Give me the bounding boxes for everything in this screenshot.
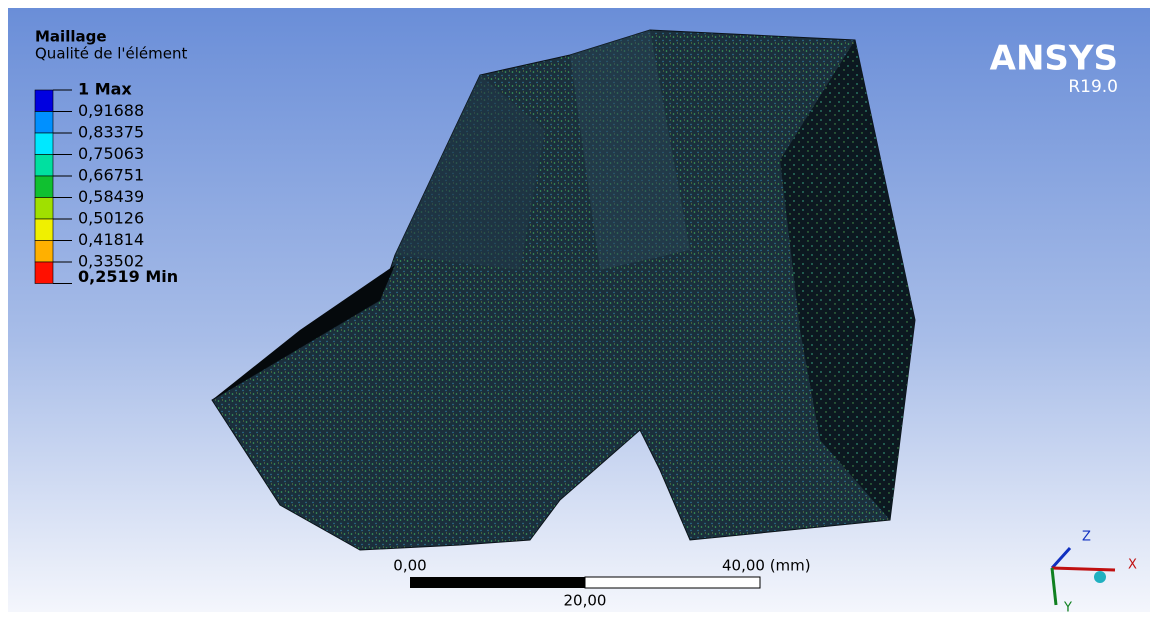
x-label: X [1128,558,1137,573]
legend-label: 0,75063 [78,144,144,163]
legend-swatch [35,155,53,177]
legend-label: 1 Max [78,80,132,99]
scale-segment [410,577,585,588]
y-label: Y [1063,601,1072,616]
x-axis [1052,568,1115,570]
legend-swatch [35,90,53,112]
title: Maillage [35,28,107,46]
legend-label: 0,58439 [78,187,144,206]
legend-swatch [35,176,53,198]
legend-swatch [35,198,53,220]
viewport: Maillage Qualité de l'élément 1 Max 0,916… [0,0,1158,617]
legend-swatch [35,219,53,241]
scale-segment [585,577,760,588]
legend-label: 0,41814 [78,230,144,249]
legend-label: 0,83375 [78,123,144,142]
triad-ball [1094,571,1106,583]
subtitle: Qualité de l'élément [35,45,187,63]
scale-label: 20,00 [564,592,607,610]
logo: ANSYS [990,39,1118,79]
legend-label: 0,50126 [78,209,144,228]
z-label: Z [1082,530,1091,545]
legend-label: 0,2519 Min [78,267,178,286]
legend-swatch [35,262,53,284]
legend-label: 0,66751 [78,166,144,185]
legend-swatch [35,133,53,155]
legend-swatch [35,241,53,263]
scale-label: 40,00 (mm) [722,557,811,575]
scale-label: 0,00 [393,557,426,575]
logo-version: R19.0 [1068,77,1118,97]
legend-label: 0,91688 [78,101,144,120]
legend-swatch [35,112,53,134]
